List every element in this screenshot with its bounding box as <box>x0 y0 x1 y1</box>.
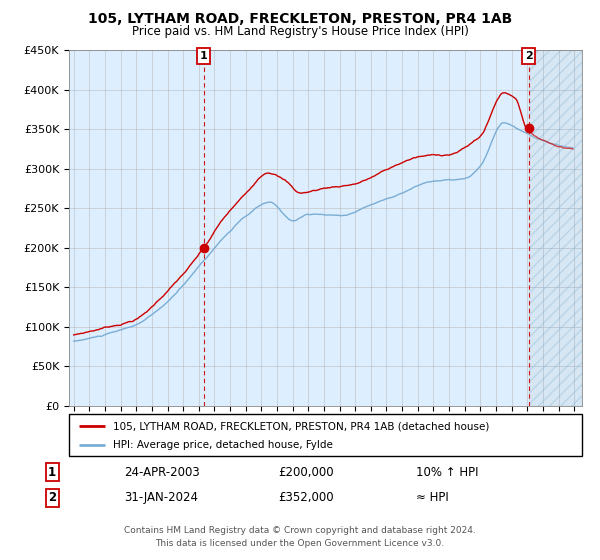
Text: 24-APR-2003: 24-APR-2003 <box>124 466 200 479</box>
Text: £200,000: £200,000 <box>278 466 334 479</box>
Text: Contains HM Land Registry data © Crown copyright and database right 2024.: Contains HM Land Registry data © Crown c… <box>124 526 476 535</box>
Bar <box>529 50 582 406</box>
Text: 2: 2 <box>48 492 56 505</box>
Bar <box>529 50 582 406</box>
Text: 31-JAN-2024: 31-JAN-2024 <box>124 492 198 505</box>
Text: This data is licensed under the Open Government Licence v3.0.: This data is licensed under the Open Gov… <box>155 539 445 548</box>
Text: 10% ↑ HPI: 10% ↑ HPI <box>416 466 479 479</box>
Text: HPI: Average price, detached house, Fylde: HPI: Average price, detached house, Fyld… <box>113 440 332 450</box>
Text: Price paid vs. HM Land Registry's House Price Index (HPI): Price paid vs. HM Land Registry's House … <box>131 25 469 38</box>
Text: £352,000: £352,000 <box>278 492 334 505</box>
Text: 105, LYTHAM ROAD, FRECKLETON, PRESTON, PR4 1AB (detached house): 105, LYTHAM ROAD, FRECKLETON, PRESTON, P… <box>113 421 489 431</box>
Text: ≈ HPI: ≈ HPI <box>416 492 449 505</box>
Text: 105, LYTHAM ROAD, FRECKLETON, PRESTON, PR4 1AB: 105, LYTHAM ROAD, FRECKLETON, PRESTON, P… <box>88 12 512 26</box>
Text: 1: 1 <box>200 51 208 61</box>
Text: 2: 2 <box>524 51 532 61</box>
Text: 1: 1 <box>48 466 56 479</box>
